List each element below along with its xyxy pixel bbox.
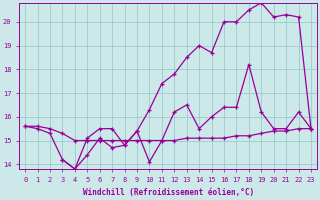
X-axis label: Windchill (Refroidissement éolien,°C): Windchill (Refroidissement éolien,°C) [83, 188, 254, 197]
